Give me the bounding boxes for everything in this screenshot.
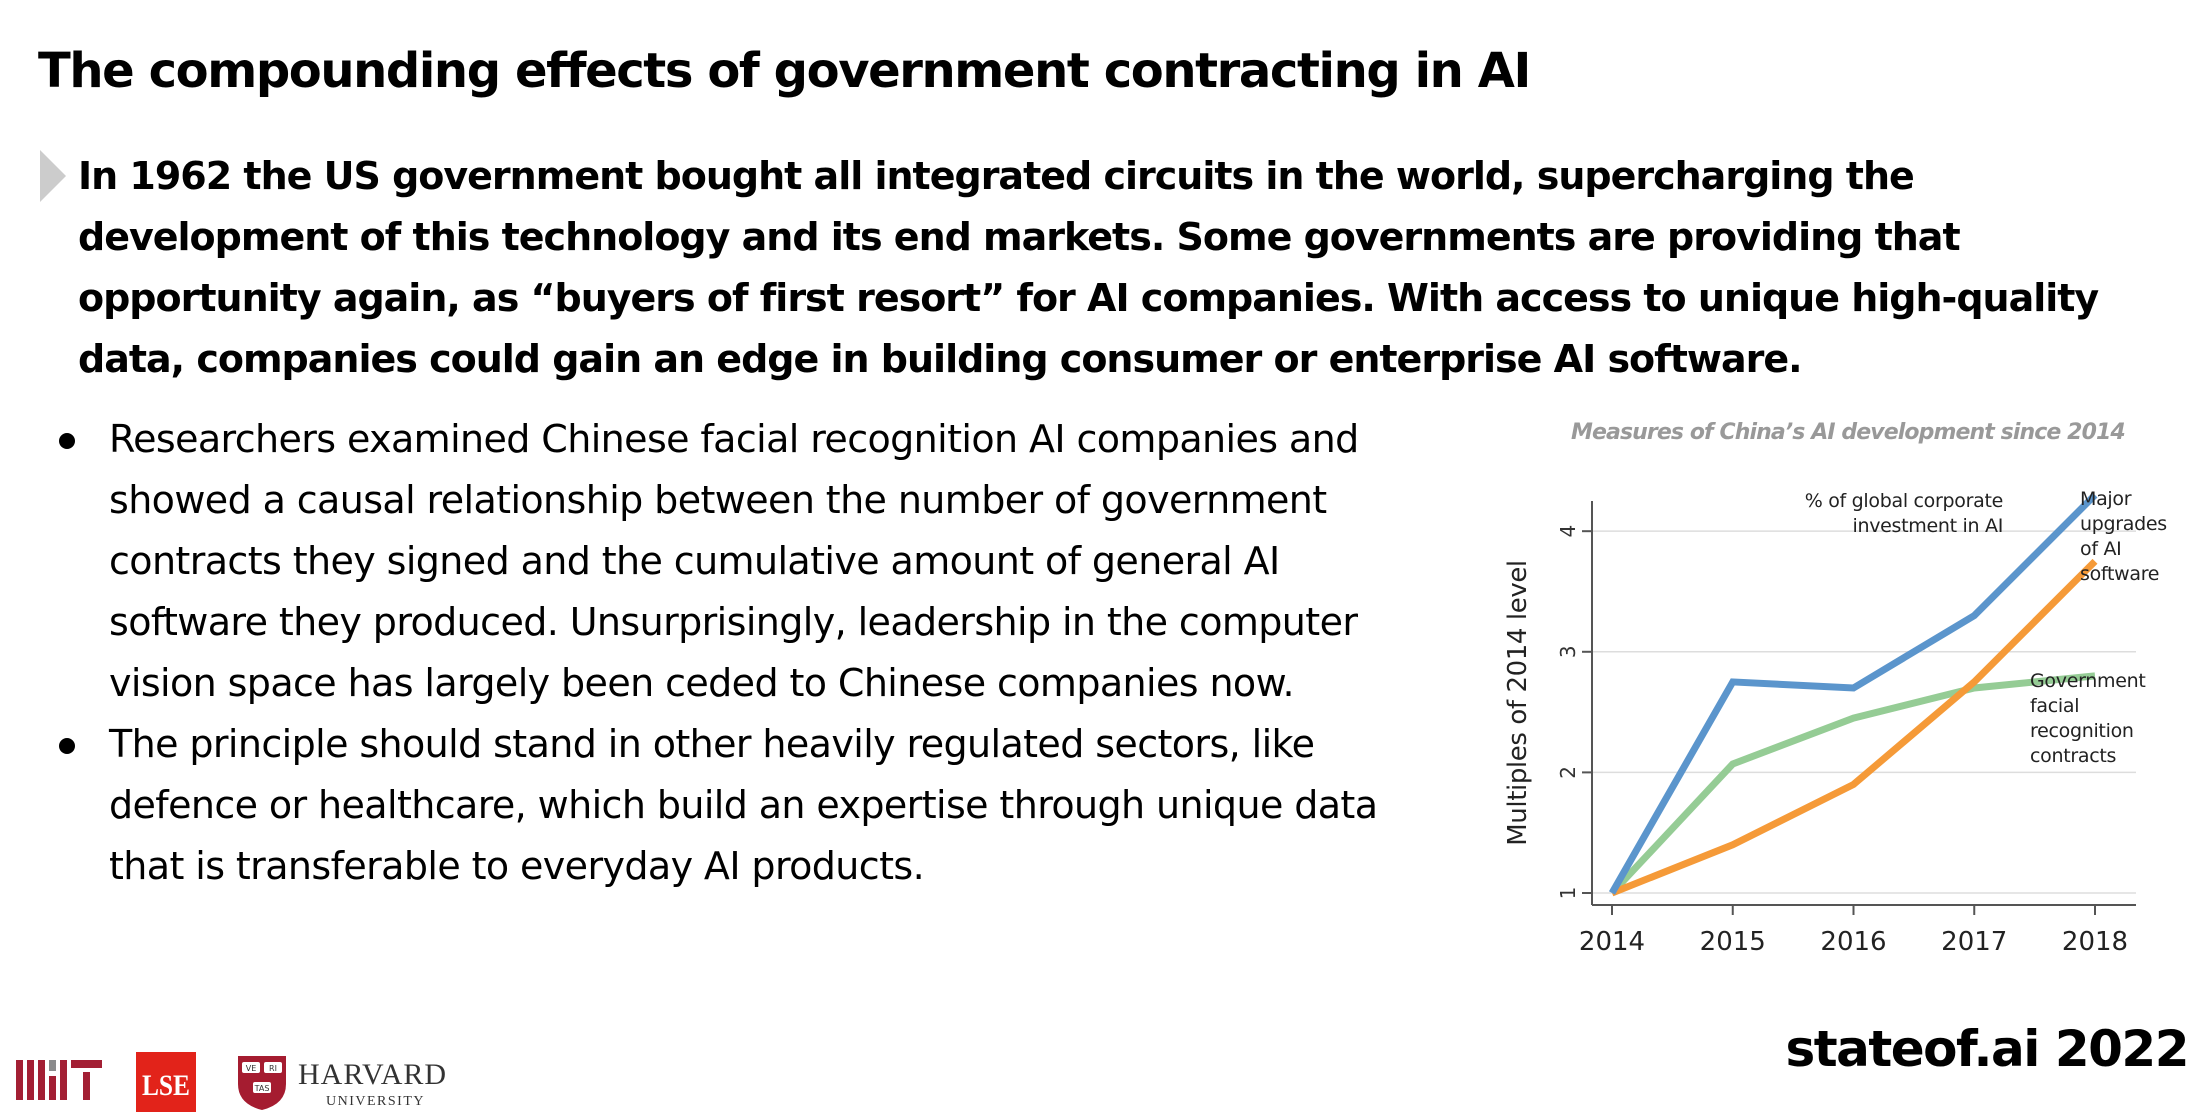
series-lines [1608,492,2098,897]
x-tick-label: 2014 [1579,927,1645,957]
harvard-logo: VE RI TAS HARVARD UNIVERSITY [238,1056,447,1110]
harvard-name: HARVARD [298,1058,447,1091]
y-tick-label: 2 [1556,766,1580,779]
bullet-item: Researchers examined Chinese facial reco… [56,409,1426,714]
series-annotations: % of global corporate investment in AI Maj… [1805,488,2167,767]
series-annotation: Government facial recognition contracts [2030,670,2146,767]
annotation-line: recognition [2030,720,2134,742]
bullet-text: The principle should stand in other heav… [109,722,1378,888]
shield-text: TAS [254,1084,270,1093]
x-tick-label: 2016 [1820,927,1886,957]
annotation-line: investment in AI [1853,515,2004,537]
bullet-text: Researchers examined Chinese facial reco… [109,417,1359,705]
annotation-line: of AI [2080,538,2121,560]
lse-logo: LSE [136,1052,196,1112]
x-tick-label: 2015 [1700,927,1766,957]
bullet-dot-icon [59,433,75,449]
series-annotation: Major upgrades of AI software [2080,488,2167,585]
series-line [1609,672,2096,896]
x-tick-label: 2017 [1941,927,2007,957]
chart-title: Measures of China’s AI development since… [1571,420,2125,445]
bullet-item: The principle should stand in other heav… [56,714,1426,897]
partner-logos: LSE VE RI TAS HARVARD UNIVERSITY [16,1052,447,1112]
annotation-line: software [2080,563,2159,585]
axis-ticks: 1 2 3 4 2014 2015 2016 2017 2018 [1556,525,2128,957]
lse-logo-text: LSE [142,1069,190,1102]
bullet-dot-icon [59,738,75,754]
shield-text: VE [246,1064,257,1073]
annotation-line: upgrades [2080,513,2167,535]
x-tick-label: 2018 [2062,927,2128,957]
line-chart: Measures of China’s AI development since… [1503,420,2167,957]
annotation-line: Government [2030,670,2146,692]
series-line [1608,492,2098,895]
series-line [1610,558,2098,897]
bullet-list: Researchers examined Chinese facial reco… [56,409,1426,897]
annotation-line: contracts [2030,745,2116,767]
y-tick-label: 4 [1556,525,1580,538]
slide-title: The compounding effects of government co… [38,43,1531,99]
lead-paragraph: In 1962 the US government bought all int… [78,154,2099,381]
lead-arrow-icon [40,150,66,202]
harvard-sub: UNIVERSITY [326,1094,425,1109]
shield-text: RI [269,1064,277,1073]
mit-logo [16,1060,102,1100]
y-tick-label: 3 [1556,645,1580,658]
footer-brand: stateof.ai 2022 [1785,1020,2189,1078]
y-axis-label: Multiples of 2014 level [1503,560,1533,845]
y-tick-label: 1 [1556,887,1580,900]
series-annotation: % of global corporate investment in AI [1805,490,2003,537]
annotation-line: % of global corporate [1805,490,2003,512]
annotation-line: Major [2080,488,2132,510]
annotation-line: facial [2030,695,2079,717]
